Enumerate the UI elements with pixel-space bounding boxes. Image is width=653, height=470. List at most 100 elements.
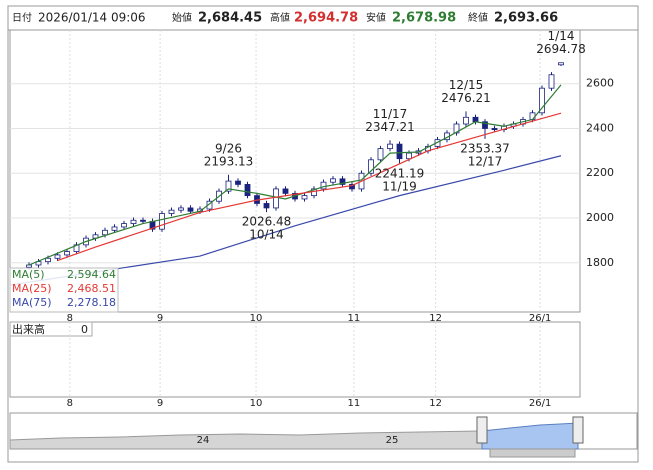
y-tick-label: 2000 xyxy=(586,211,614,224)
candle-body xyxy=(263,203,270,209)
annotation-value: 2026.48 xyxy=(242,215,292,229)
navigator-handle[interactable] xyxy=(476,416,488,444)
candle-body xyxy=(529,112,536,120)
x-tick-label: 8 xyxy=(67,313,73,324)
annotation-date: 12/15 xyxy=(449,78,484,92)
header-close: 2,693.66 xyxy=(494,11,558,26)
legend-name: MA(25) xyxy=(12,282,52,295)
candle-body xyxy=(54,254,61,259)
candle-body xyxy=(102,229,108,236)
plot-area xyxy=(9,29,581,313)
candle-body xyxy=(539,87,545,114)
y-tick-label: 2400 xyxy=(586,121,614,134)
candle-body xyxy=(368,159,374,174)
candle-body xyxy=(178,207,184,211)
y-tick-label: 2600 xyxy=(586,77,614,90)
legend-value: 2,278.18 xyxy=(67,296,116,309)
legend-value: 2,468.51 xyxy=(67,282,116,295)
y-tick-label: 1800 xyxy=(586,256,614,269)
annotation-value: 2694.78 xyxy=(536,42,586,56)
header-open: 2,684.45 xyxy=(198,11,262,26)
candle-body xyxy=(45,257,51,263)
candle-body xyxy=(140,219,146,222)
candle-body xyxy=(377,148,384,161)
candle-body xyxy=(339,178,346,185)
candle-body xyxy=(282,188,289,194)
header-open-label: 始値 xyxy=(172,11,192,24)
annotation-value: 2193.13 xyxy=(204,154,254,168)
legend-name: MA(5) xyxy=(12,268,45,281)
navigator-label: 25 xyxy=(386,435,399,446)
candle-body xyxy=(121,223,127,228)
candle-body xyxy=(453,123,460,134)
annotation-date: 12/17 xyxy=(468,154,503,168)
candle-body xyxy=(244,184,251,197)
candle-body xyxy=(320,181,327,190)
x-tick-label: 10 xyxy=(250,398,263,409)
candle-body xyxy=(406,152,412,160)
header-date-label: 日付 xyxy=(12,11,32,24)
candle-body xyxy=(301,195,308,200)
annotation-value: 2241.19 xyxy=(375,167,425,181)
header-low: 2,678.98 xyxy=(392,11,456,26)
candle-body xyxy=(130,219,137,224)
candle-body xyxy=(168,209,175,214)
candle-body xyxy=(387,143,393,150)
candle-body xyxy=(64,251,70,256)
annotation-date: 11/17 xyxy=(373,107,408,121)
navigator-handle[interactable] xyxy=(572,416,584,444)
volume-label: 出来高 xyxy=(12,322,45,336)
header-datetime: 2026/01/14 09:06 xyxy=(38,11,146,25)
candle-body xyxy=(472,116,479,123)
header-high-label: 高値 xyxy=(270,11,290,24)
x-tick-label: 8 xyxy=(67,398,73,409)
ma-line xyxy=(57,112,562,262)
candle-body xyxy=(330,178,336,183)
candle-body xyxy=(159,213,165,230)
candle-body xyxy=(482,121,488,129)
x-tick-label: 11 xyxy=(348,398,361,409)
header-close-label: 終値 xyxy=(468,11,488,24)
annotation-value: 2347.21 xyxy=(365,120,415,134)
navigator-label: 24 xyxy=(197,435,210,446)
annotation-date: 9/26 xyxy=(215,141,242,155)
candle-body xyxy=(225,180,232,192)
candle-body xyxy=(111,226,118,231)
header-low-label: 安値 xyxy=(366,11,386,24)
scrollbar[interactable] xyxy=(489,448,576,458)
x-tick-label: 11 xyxy=(348,313,361,324)
header-high: 2,694.78 xyxy=(294,11,358,26)
ma-line xyxy=(9,155,562,286)
x-tick-label: 12 xyxy=(429,398,442,409)
annotation-date: 10/14 xyxy=(249,228,284,242)
volume-box xyxy=(9,321,93,337)
header-bar xyxy=(7,5,639,31)
candle-body xyxy=(491,128,498,130)
y-tick-label: 2200 xyxy=(586,166,614,179)
x-tick-label: 10 xyxy=(250,313,263,324)
candle-body xyxy=(187,207,194,212)
legend-name: MA(75) xyxy=(12,296,52,309)
candle-body xyxy=(558,62,564,66)
volume-area xyxy=(9,321,581,398)
candle-body xyxy=(548,74,555,89)
frame xyxy=(7,5,639,463)
annotation-date: 1/14 xyxy=(548,29,575,43)
candle-body xyxy=(349,184,355,190)
candle-body xyxy=(273,188,279,209)
candle-body xyxy=(463,116,469,125)
annotation-value: 2476.21 xyxy=(441,91,491,105)
candle-body xyxy=(235,180,241,185)
annotation-date: 11/19 xyxy=(382,180,417,194)
x-tick-label: 26/1 xyxy=(529,313,551,324)
legend-value: 2,594.64 xyxy=(67,268,116,281)
candle-body xyxy=(26,264,32,268)
x-tick-label: 9 xyxy=(157,398,163,409)
x-tick-label: 12 xyxy=(429,313,442,324)
ma-line xyxy=(28,84,562,266)
annotation-value: 2353.37 xyxy=(460,141,510,155)
volume-value: 0 xyxy=(81,323,88,336)
legend-box xyxy=(9,267,119,313)
